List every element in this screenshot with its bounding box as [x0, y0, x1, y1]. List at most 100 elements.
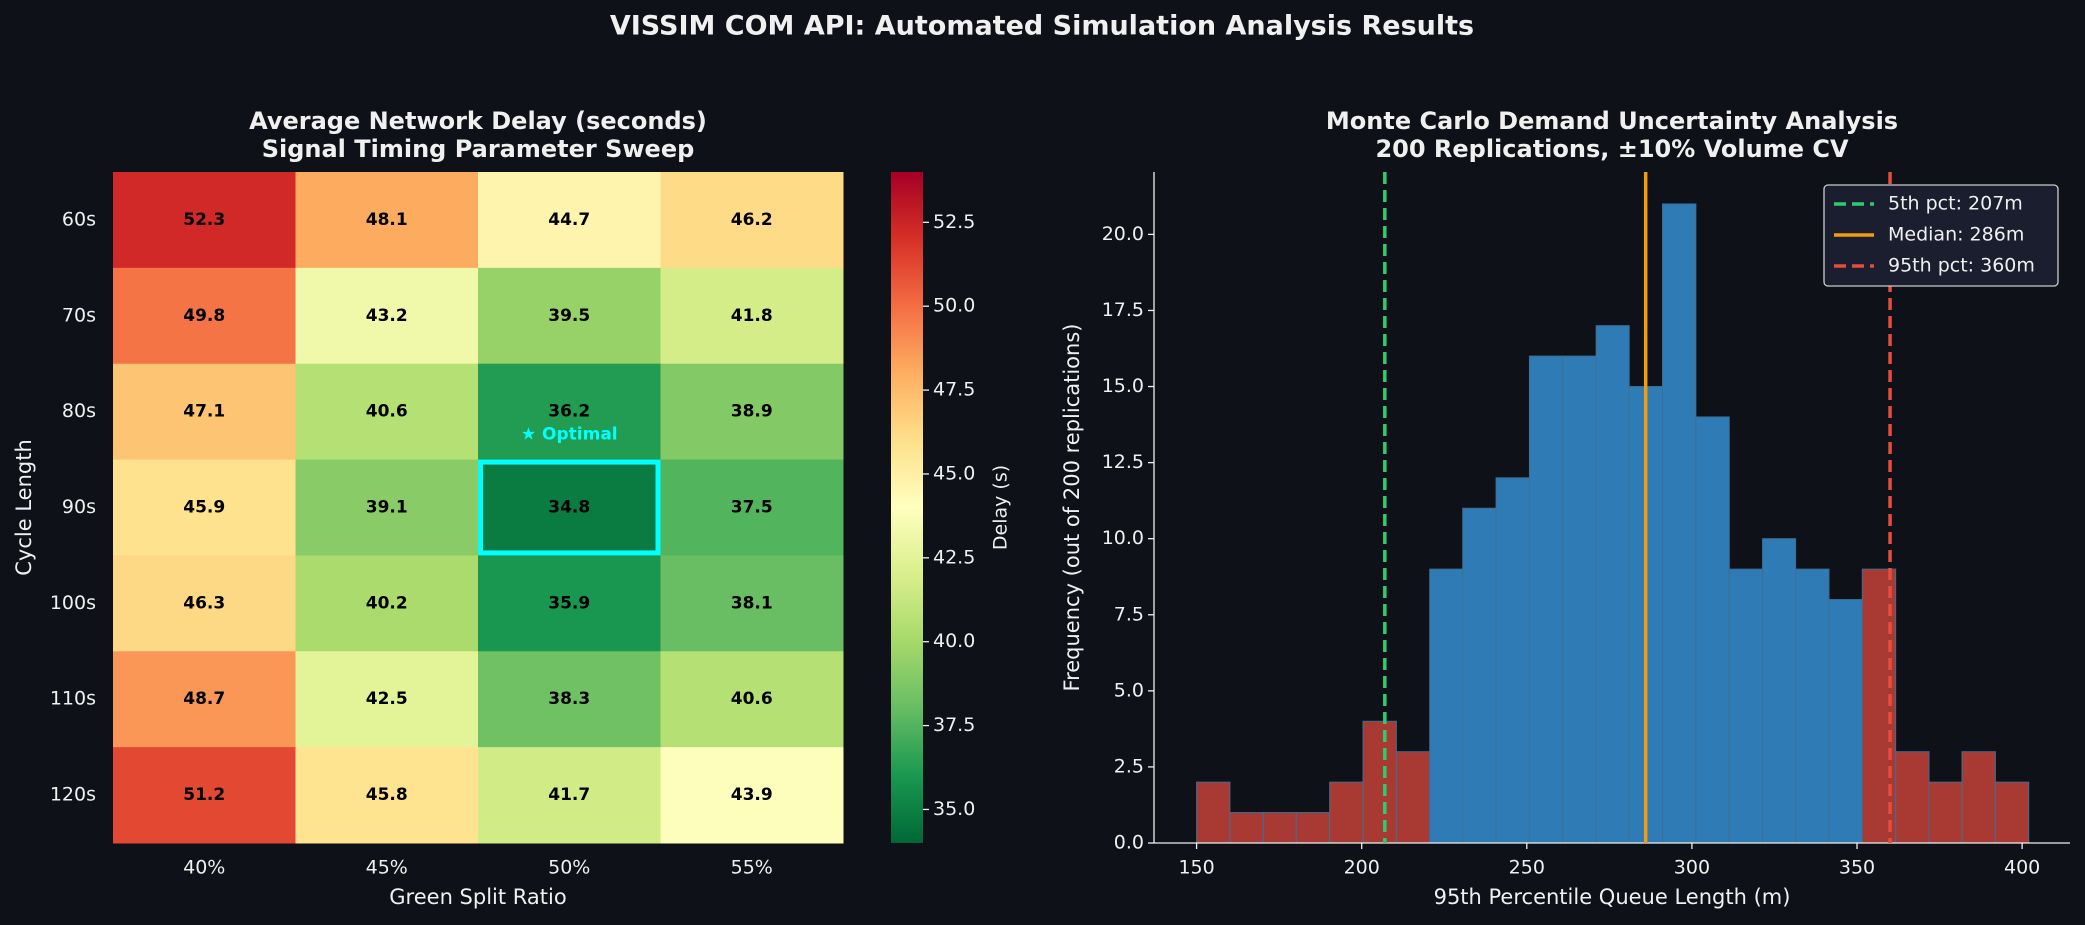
heat-cell: [478, 459, 661, 556]
histogram-bar: [1196, 781, 1231, 844]
y-tick-label: 12.5: [1102, 451, 1144, 473]
histogram-bar: [1595, 325, 1630, 844]
x-tick-label: 50%: [548, 857, 590, 879]
colorbar-tick-label: 37.5: [933, 714, 975, 736]
y-tick-label: 120s: [50, 784, 96, 806]
x-tick-label: 400: [2004, 857, 2040, 879]
heat-cell: [113, 267, 296, 365]
histogram-bar: [1329, 781, 1364, 844]
legend-box: [1823, 184, 2059, 287]
cell-label: 51.2: [183, 785, 225, 805]
histogram-bar: [1229, 812, 1264, 844]
x-tick-label: 200: [1344, 857, 1380, 879]
histogram-bar: [1728, 568, 1764, 844]
heat-cell: [295, 555, 479, 652]
histogram-bar: [1928, 781, 1963, 844]
cell-label: 36.2: [548, 402, 590, 422]
legend-label: Median: 286m: [1888, 224, 2024, 246]
heat-cell: [478, 267, 661, 365]
heat-cell: [113, 747, 296, 844]
chart-subtitle: 200 Replications, ±10% Volume CV: [1375, 135, 1849, 163]
heat-cell: [113, 172, 296, 269]
chart-title: Average Network Delay (seconds): [249, 107, 707, 135]
heat-cell: [660, 555, 844, 652]
cell-label: 40.2: [366, 593, 408, 613]
y-tick-label: 10.0: [1102, 527, 1144, 549]
cell-label: 42.5: [366, 689, 408, 709]
highlight-box: [478, 459, 661, 556]
y-tick-label: 0.0: [1114, 832, 1144, 854]
heat-cell: [478, 172, 661, 269]
y-axis-label: Frequency (out of 200 replications): [1060, 324, 1084, 692]
heat-cell: [295, 459, 479, 556]
cell-label: 40.6: [731, 689, 773, 709]
y-tick-label: 20.0: [1102, 223, 1144, 245]
heat-cell: [660, 363, 844, 461]
chart-subtitle: Signal Timing Parameter Sweep: [262, 135, 695, 163]
heat-cell: [478, 363, 661, 461]
cell-label: 52.3: [183, 210, 225, 230]
histogram-bar: [1429, 568, 1464, 844]
cell-label: 45.9: [183, 498, 225, 518]
colorbar-tick-label: 47.5: [933, 379, 975, 401]
heat-cell: [113, 555, 296, 652]
chart-title: Monte Carlo Demand Uncertainty Analysis: [1326, 107, 1898, 135]
heat-cell: [660, 459, 844, 556]
y-tick-label: 90s: [62, 496, 96, 518]
colorbar-label: Delay (s): [990, 465, 1012, 550]
cell-label: 41.8: [731, 306, 773, 326]
heat-cell: [295, 363, 479, 461]
heat-cell: [295, 651, 479, 748]
y-tick-label: 7.5: [1114, 603, 1144, 625]
histogram-bar: [1395, 751, 1431, 844]
x-tick-label: 350: [1839, 857, 1875, 879]
colorbar-tick-label: 40.0: [933, 630, 975, 652]
highlight-label: ★ Optimal: [521, 425, 618, 445]
cell-label: 37.5: [731, 498, 773, 518]
heat-cell: [295, 172, 479, 269]
colorbar-tick-label: 45.0: [933, 462, 975, 484]
colorbar: [891, 172, 923, 843]
heat-cell: [478, 651, 661, 748]
histogram-bar: [1994, 781, 2030, 844]
cell-label: 46.3: [183, 593, 225, 613]
histogram-bar: [1562, 355, 1597, 844]
cell-label: 43.2: [366, 306, 408, 326]
heat-cell: [113, 459, 296, 556]
cell-label: 38.3: [548, 689, 590, 709]
x-tick-label: 250: [1509, 857, 1545, 879]
main-title: VISSIM COM API: Automated Simulation Ana…: [610, 11, 1474, 42]
y-tick-label: 5.0: [1114, 679, 1144, 701]
cell-label: 48.1: [366, 210, 408, 230]
heat-cell: [478, 555, 661, 652]
x-axis-label: Green Split Ratio: [389, 885, 566, 909]
heat-cell: [660, 267, 844, 365]
x-tick-label: 45%: [366, 857, 408, 879]
cell-label: 43.9: [731, 785, 773, 805]
cell-label: 44.7: [548, 210, 590, 230]
cell-label: 39.1: [366, 498, 408, 518]
x-tick-label: 40%: [183, 857, 225, 879]
heat-cell: [660, 651, 844, 748]
x-tick-label: 150: [1178, 857, 1214, 879]
heat-cell: [478, 747, 661, 844]
cell-label: 48.7: [183, 689, 225, 709]
x-tick-label: 55%: [731, 857, 773, 879]
y-tick-label: 70s: [62, 304, 96, 326]
heat-cell: [660, 747, 844, 844]
heat-cell: [113, 651, 296, 748]
histogram-bar: [1895, 751, 1930, 844]
legend-label: 5th pct: 207m: [1888, 193, 2023, 215]
histogram-bar: [1462, 507, 1497, 844]
y-tick-label: 110s: [50, 688, 96, 710]
heat-cell: [660, 172, 844, 269]
y-tick-label: 2.5: [1114, 755, 1144, 777]
cell-label: 38.9: [731, 402, 773, 422]
cell-label: 40.6: [366, 402, 408, 422]
y-axis-label: Cycle Length: [12, 439, 36, 576]
histogram-bar: [1762, 538, 1797, 844]
heat-cell: [295, 747, 479, 844]
colorbar-tick-label: 42.5: [933, 546, 975, 568]
histogram-bar: [1828, 599, 1863, 844]
colorbar-tick-label: 52.5: [933, 211, 975, 233]
